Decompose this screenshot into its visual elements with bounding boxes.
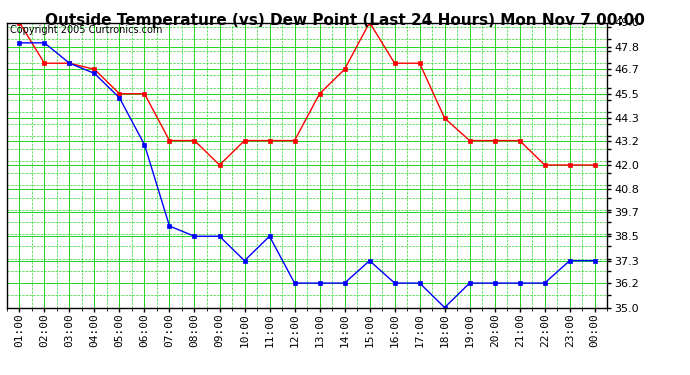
Text: Copyright 2005 Curtronics.com: Copyright 2005 Curtronics.com — [10, 26, 162, 35]
Text: Outside Temperature (vs) Dew Point (Last 24 Hours) Mon Nov 7 00:00: Outside Temperature (vs) Dew Point (Last… — [45, 13, 645, 28]
